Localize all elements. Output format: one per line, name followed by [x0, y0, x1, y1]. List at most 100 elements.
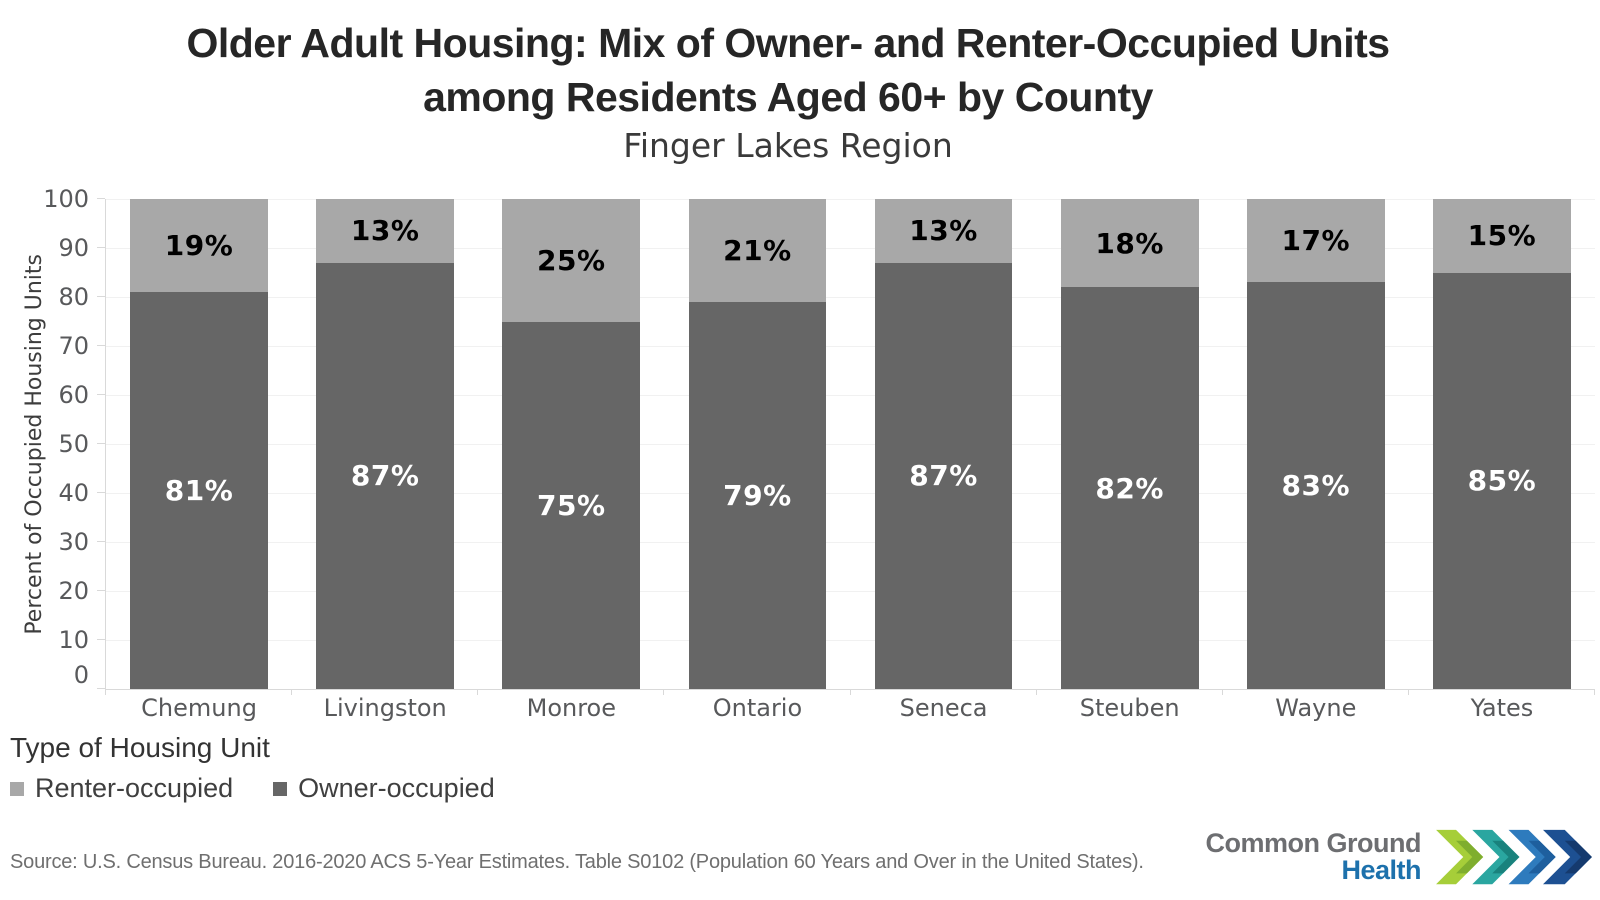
bar-data-label: 13% [909, 214, 978, 248]
y-tick-label: 50 [58, 430, 89, 458]
x-tick-mark [1594, 689, 1595, 695]
y-tick-label: 10 [58, 626, 89, 654]
gridline [106, 395, 1595, 396]
legend-item-owner-label: Owner-occupied [298, 773, 495, 803]
bar-data-label: 25% [537, 243, 606, 277]
legend-item-renter: Renter-occupied [10, 773, 233, 804]
bar-segment-renter-occupied: 18% [1060, 199, 1199, 288]
bar-data-label: 13% [350, 214, 420, 248]
legend-title: Type of Housing Unit [10, 732, 270, 763]
chart-title-line-1: Older Adult Housing: Mix of Owner- and R… [186, 20, 1390, 66]
x-tick-mark [849, 689, 851, 695]
bar-segment-owner-occupied: 85% [1433, 272, 1571, 689]
y-tick-label: 0 [73, 661, 89, 689]
stacked-bar: 19% 81% [130, 199, 268, 689]
x-tick-label: Ontario [712, 694, 803, 722]
owner-swatch-icon [273, 781, 288, 796]
bar-segment-owner-occupied: 87% [874, 262, 1013, 689]
y-tick-mark [97, 394, 105, 395]
y-axis-line [105, 199, 106, 695]
source-note: Source: U.S. Census Bureau. 2016-2020 AC… [10, 851, 1144, 873]
y-tick-mark [97, 590, 105, 591]
gridline [106, 444, 1595, 445]
gridline [106, 248, 1595, 249]
bar-segment-renter-occupied: 13% [874, 199, 1013, 263]
bar-segment-renter-occupied: 17% [1246, 199, 1385, 283]
bar-segment-owner-occupied: 87% [316, 262, 455, 689]
stacked-bar: 17% 83% [1246, 199, 1385, 689]
bar-segment-owner-occupied: 82% [1060, 287, 1199, 689]
bar-segment-owner-occupied: 81% [130, 292, 268, 689]
logo-text: Common Ground Health [1205, 828, 1422, 885]
chart-title-line-2: among Residents Aged 60+ by County [423, 74, 1153, 120]
gridline [106, 346, 1595, 347]
x-tick-mark [291, 689, 293, 695]
stacked-bar: 18% 82% [1060, 199, 1199, 689]
bar-data-label: 87% [909, 459, 978, 493]
gridline [106, 591, 1595, 592]
x-axis-labels: Chemung Livingston Monroe Ontario Seneca Steu… [106, 694, 1595, 722]
bar-segment-renter-occupied: 15% [1433, 199, 1571, 273]
stacked-bar: 21% 79% [688, 199, 827, 689]
y-tick-mark [97, 688, 105, 689]
bar-data-label: 83% [1281, 469, 1351, 503]
gridline [106, 640, 1595, 641]
bar-segment-owner-occupied: 75% [502, 321, 641, 689]
x-tick-label: Livingston [323, 694, 447, 722]
legend-item-owner: Owner-occupied [273, 773, 495, 804]
bar-data-label: 75% [537, 488, 606, 522]
y-tick-label: 80 [58, 283, 89, 311]
y-tick-label: 30 [58, 528, 89, 556]
bar-data-label: 21% [723, 233, 792, 267]
bar-group-livingston: 13% 87% [292, 199, 478, 689]
x-tick-label: Wayne [1275, 694, 1357, 722]
bar-data-label: 15% [1467, 219, 1537, 253]
y-tick-label: 100 [43, 185, 89, 213]
x-tick-mark [1035, 689, 1037, 695]
y-tick-label: 70 [58, 332, 89, 360]
logo-chevrons-icon [1436, 829, 1592, 885]
y-tick-mark [97, 247, 105, 248]
stacked-bar: 13% 87% [316, 199, 455, 689]
bar-data-label: 85% [1467, 464, 1537, 498]
bar-data-label: 81% [164, 474, 234, 508]
logo-text-line-2: Health [1341, 855, 1421, 885]
y-tick-mark [97, 541, 105, 542]
bar-segment-renter-occupied: 25% [502, 199, 641, 322]
y-tick-label: 60 [58, 381, 89, 409]
x-tick-mark [105, 689, 106, 695]
gridline [106, 297, 1595, 298]
gridline [106, 493, 1595, 494]
bar-segment-owner-occupied: 79% [688, 301, 827, 689]
bar-segment-renter-occupied: 19% [130, 199, 268, 293]
x-tick-mark [663, 689, 665, 695]
x-tick-label: Monroe [526, 694, 616, 722]
bar-group-wayne: 17% 83% [1223, 199, 1409, 689]
legend-item-renter-label: Renter-occupied [35, 773, 234, 803]
bar-data-label: 17% [1281, 224, 1351, 258]
y-tick-mark [97, 443, 105, 444]
gridline [106, 199, 1595, 200]
x-tick-mark [1221, 689, 1223, 695]
bar-data-label: 82% [1095, 471, 1164, 505]
x-tick-mark [477, 689, 479, 695]
bar-segment-renter-occupied: 21% [688, 199, 827, 302]
bar-data-label: 79% [723, 478, 792, 512]
stacked-bar: 25% 75% [502, 199, 641, 689]
x-tick-label: Yates [1470, 694, 1534, 722]
logo-text-line-1: Common Ground [1205, 828, 1422, 858]
gridline [106, 542, 1595, 543]
y-tick-label: 40 [58, 479, 89, 507]
plot-area: 19% 81% 13% 87% 25% 75% 21% 79% 13% 87% 18% 82% 17% 8… [105, 199, 1595, 695]
title-block: Older Adult Housing: Mix of Owner- and R… [0, 16, 1576, 168]
x-tick-label: Seneca [899, 694, 988, 722]
y-tick-mark [97, 639, 105, 640]
bar-data-label: 87% [350, 459, 420, 493]
renter-swatch-icon [10, 781, 24, 796]
bar-group-chemung: 19% 81% [106, 199, 292, 689]
x-tick-mark [1407, 689, 1409, 695]
bars-row: 19% 81% 13% 87% 25% 75% 21% 79% 13% 87% 18% 82% 17% 8… [106, 199, 1595, 689]
x-tick-label: Chemung [141, 694, 257, 722]
bar-group-yates: 15% 85% [1409, 199, 1595, 689]
